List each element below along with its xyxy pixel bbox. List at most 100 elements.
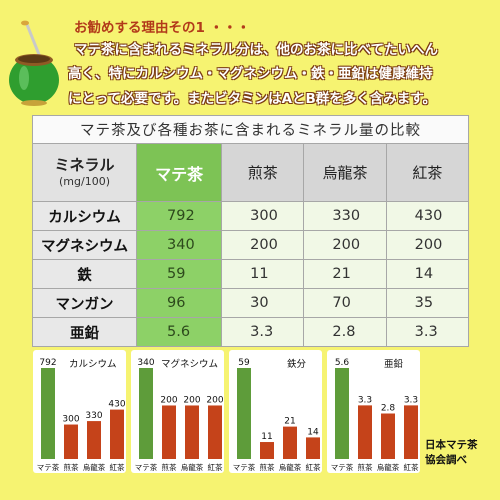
bar [237, 368, 251, 459]
data-label: 792 [39, 358, 56, 368]
chart-svg: 鉄分 59 マテ茶 11 煎茶 21 烏龍茶 14 紅茶 [233, 358, 321, 472]
table-row: 鉄 59 11 21 14 [32, 259, 470, 289]
category-label: 煎茶 [162, 462, 177, 472]
chart-svg: 亜鉛 5.6 マテ茶 3.3 煎茶 2.8 烏龍茶 3.3 紅茶 [331, 358, 419, 472]
chart-panel: 鉄分 59 マテ茶 11 煎茶 21 烏龍茶 14 紅茶 [229, 350, 322, 473]
cell-value: 200 [221, 230, 305, 260]
cell-value: 59 [135, 259, 223, 289]
table-row: 亜鉛 5.6 3.3 2.8 3.3 [32, 317, 470, 347]
data-label: 21 [284, 417, 295, 427]
category-label: 烏龍茶 [181, 462, 204, 472]
data-label: 200 [206, 395, 223, 405]
cell-value: 30 [221, 288, 305, 318]
data-label: 14 [307, 427, 319, 437]
row-label: 亜鉛 [32, 317, 137, 347]
intro-line-1: マテ茶に含まれるミネラル分は、他のお茶に比べてたいへん [74, 42, 438, 58]
category-label: 紅茶 [110, 462, 125, 472]
mineral-bar-charts: カルシウム 792 マテ茶 300 煎茶 330 烏龍茶 430 紅茶 マグネシウム 340 マテ茶 2… [33, 350, 433, 495]
intro-section: お勧めする理由その1 ・・・ マテ茶に含まれるミネラル分は、他のお茶に比べてたい… [0, 0, 500, 110]
mineral-header: ミネラル (mg/100) [32, 143, 137, 202]
bar [283, 426, 297, 459]
cell-value: 5.6 [135, 317, 223, 347]
cell-value: 300 [221, 201, 305, 231]
bar [87, 421, 101, 459]
cell-value: 330 [303, 201, 387, 231]
row-label: 鉄 [32, 259, 137, 289]
column-header-oolong: 烏龍茶 [303, 143, 387, 202]
cell-value: 21 [303, 259, 387, 289]
chart-title: 鉄分 [287, 358, 307, 370]
category-label: 烏龍茶 [377, 462, 400, 472]
bar [208, 405, 222, 459]
cell-value: 200 [303, 230, 387, 260]
category-label: 紅茶 [404, 462, 419, 472]
cell-value: 11 [221, 259, 305, 289]
row-label: カルシウム [32, 201, 137, 231]
category-label: マテ茶 [233, 462, 256, 472]
cell-value: 96 [135, 288, 223, 318]
category-label: 煎茶 [358, 462, 373, 472]
data-label: 340 [137, 358, 154, 368]
mineral-header-unit: (mg/100) [59, 175, 110, 189]
bar [162, 405, 176, 459]
intro-line-2: 高く、特にカルシウム・マグネシウム・鉄・亜鉛は健康維持 [68, 66, 433, 82]
cell-value: 792 [135, 201, 223, 231]
data-label: 59 [238, 358, 250, 368]
data-label: 330 [85, 411, 102, 421]
intro-line-3: にとって必要です。またビタミンはAとB群を多く含みます。 [68, 91, 436, 107]
chart-svg: マグネシウム 340 マテ茶 200 煎茶 200 烏龍茶 200 紅茶 [135, 358, 224, 472]
cell-value: 14 [385, 259, 470, 289]
chart-svg: カルシウム 792 マテ茶 300 煎茶 330 烏龍茶 430 紅茶 [37, 358, 126, 472]
bar [306, 437, 320, 459]
table-row: カルシウム 792 300 330 430 [32, 201, 470, 231]
data-label: 300 [62, 415, 79, 425]
category-label: 紅茶 [306, 462, 321, 472]
table-row: マンガン 96 30 70 35 [32, 288, 470, 318]
data-label: 200 [160, 395, 177, 405]
cell-value: 70 [303, 288, 387, 318]
bar [335, 368, 349, 459]
bar [381, 413, 395, 459]
cell-value: 2.8 [303, 317, 387, 347]
chart-title: マグネシウム [161, 358, 218, 370]
bar [260, 442, 274, 459]
row-label: マンガン [32, 288, 137, 318]
source-note: 日本マテ茶 協会調べ [425, 438, 478, 468]
cell-value: 3.3 [221, 317, 305, 347]
column-header-sencha: 煎茶 [221, 143, 305, 202]
mineral-comparison-table: マテ茶及び各種お茶に含まれるミネラル量の比較 ミネラル (mg/100) マテ茶… [32, 115, 470, 347]
table-row: マグネシウム 340 200 200 200 [32, 230, 470, 260]
data-label: 3.3 [358, 395, 372, 405]
source-line-2: 協会調べ [425, 454, 467, 467]
data-label: 5.6 [335, 358, 350, 368]
bar [41, 368, 55, 459]
cell-value: 430 [385, 201, 470, 231]
chart-panel: マグネシウム 340 マテ茶 200 煎茶 200 烏龍茶 200 紅茶 [131, 350, 224, 473]
chart-panel: 亜鉛 5.6 マテ茶 3.3 煎茶 2.8 烏龍茶 3.3 紅茶 [327, 350, 420, 473]
mineral-header-label: ミネラル [54, 155, 115, 174]
source-line-1: 日本マテ茶 [425, 439, 478, 451]
data-label: 3.3 [404, 395, 418, 405]
data-label: 430 [108, 400, 125, 410]
cell-value: 340 [135, 230, 223, 260]
data-label: 200 [183, 395, 200, 405]
bar [110, 409, 124, 459]
bar [404, 405, 418, 459]
cell-value: 200 [385, 230, 470, 260]
bar [185, 405, 199, 459]
bar [64, 424, 78, 459]
category-label: 煎茶 [64, 462, 79, 472]
column-header-mate: マテ茶 [135, 143, 223, 202]
data-label: 2.8 [381, 404, 396, 414]
column-header-black-tea: 紅茶 [385, 143, 470, 202]
category-label: 烏龍茶 [279, 462, 302, 472]
category-label: マテ茶 [37, 462, 60, 472]
chart-title: カルシウム [69, 359, 117, 370]
bar [358, 405, 372, 459]
row-label: マグネシウム [32, 230, 137, 260]
data-label: 11 [261, 432, 272, 442]
chart-title: 亜鉛 [384, 358, 404, 370]
category-label: マテ茶 [331, 462, 354, 472]
cell-value: 3.3 [385, 317, 470, 347]
category-label: マテ茶 [135, 462, 158, 472]
